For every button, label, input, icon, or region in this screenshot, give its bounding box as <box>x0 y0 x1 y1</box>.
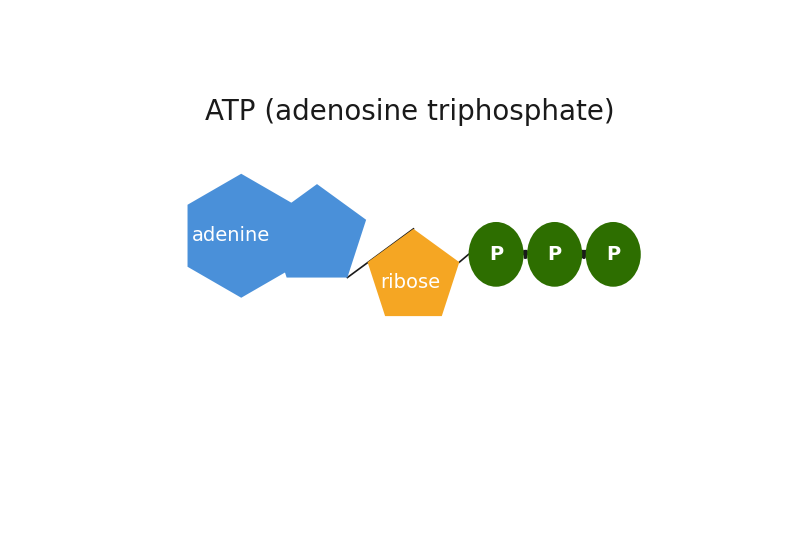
Text: P: P <box>548 245 562 264</box>
Ellipse shape <box>527 222 582 287</box>
Text: P: P <box>606 245 620 264</box>
Polygon shape <box>268 184 366 278</box>
Text: adenine: adenine <box>192 226 270 245</box>
Text: ATP (adenosine triphosphate): ATP (adenosine triphosphate) <box>205 98 615 126</box>
Ellipse shape <box>469 222 524 287</box>
Text: P: P <box>489 245 503 264</box>
Polygon shape <box>367 229 459 316</box>
Ellipse shape <box>586 222 641 287</box>
Polygon shape <box>187 174 295 298</box>
Text: ribose: ribose <box>380 273 440 292</box>
